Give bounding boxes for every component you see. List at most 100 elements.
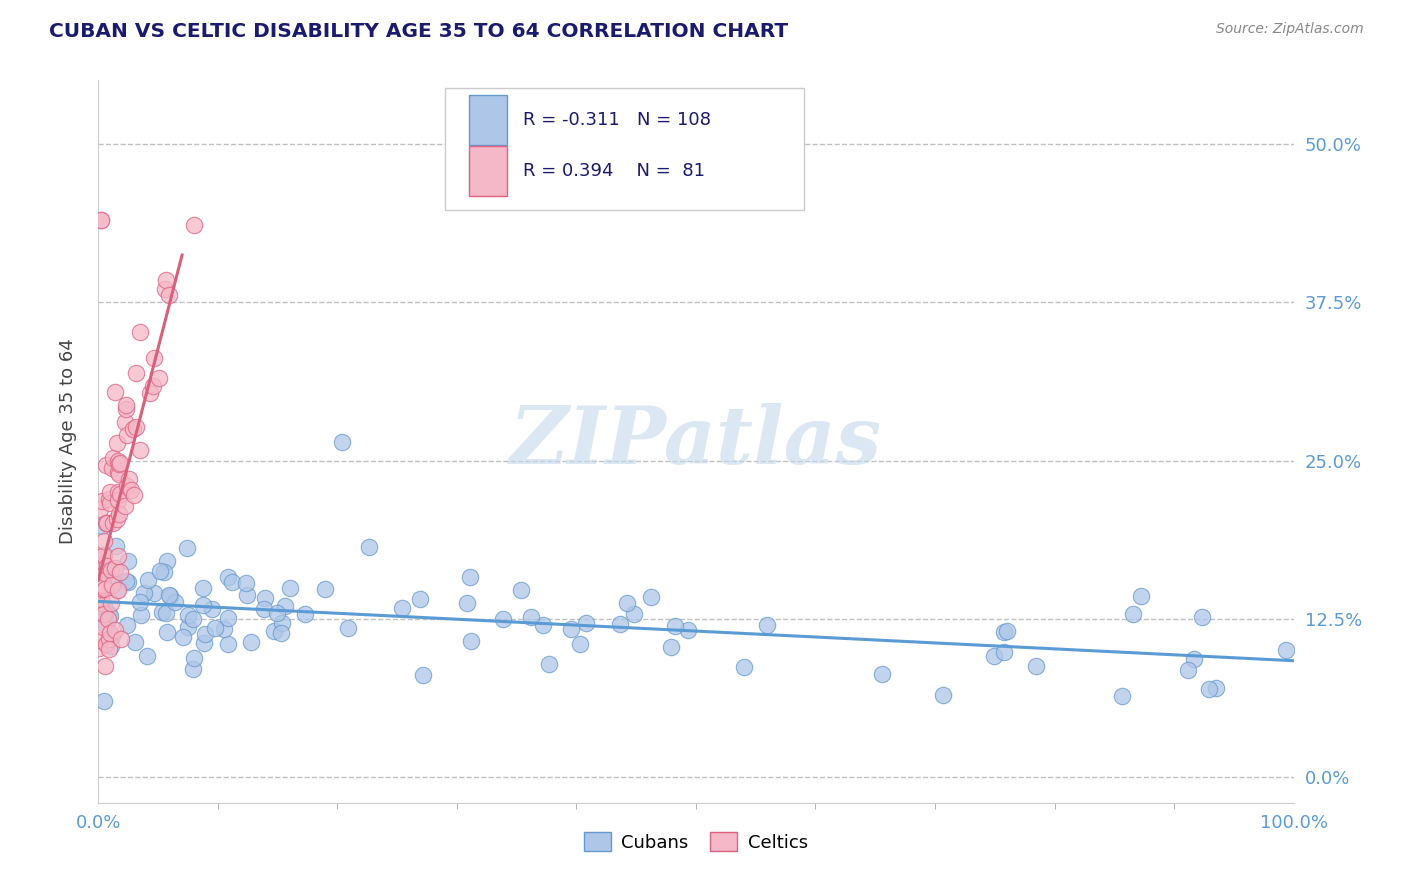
Point	[409, 592, 432, 607]
Point	[235, 576, 257, 591]
Point	[93, 549, 115, 563]
Point	[93, 599, 115, 613]
Point	[236, 589, 259, 603]
Point	[114, 401, 136, 416]
Point	[136, 573, 159, 587]
Point	[870, 666, 893, 681]
Point	[94, 458, 117, 472]
Point	[101, 630, 124, 644]
Point	[93, 533, 115, 548]
Point	[278, 582, 301, 596]
Point	[270, 615, 292, 630]
Point	[661, 640, 683, 654]
Point	[90, 580, 112, 594]
Text: R = 0.394    N =  81: R = 0.394 N = 81	[523, 162, 704, 180]
Point	[575, 615, 598, 630]
Point	[191, 598, 214, 612]
FancyBboxPatch shape	[470, 95, 508, 145]
Point	[90, 582, 112, 597]
Point	[1205, 681, 1227, 695]
Point	[458, 570, 481, 584]
Point	[172, 630, 194, 644]
Point	[756, 618, 779, 632]
Point	[156, 554, 179, 568]
Point	[623, 607, 645, 621]
Text: CUBAN VS CELTIC DISABILITY AGE 35 TO 64 CORRELATION CHART: CUBAN VS CELTIC DISABILITY AGE 35 TO 64 …	[49, 22, 789, 41]
Point	[100, 484, 122, 499]
Point	[1191, 610, 1213, 624]
Point	[253, 601, 276, 615]
Point	[156, 625, 179, 640]
Point	[117, 618, 139, 632]
Point	[101, 574, 124, 589]
Point	[266, 606, 288, 620]
Point	[91, 620, 114, 634]
Point	[100, 563, 122, 577]
Point	[91, 582, 114, 596]
Point	[1198, 681, 1220, 696]
Point	[155, 282, 177, 296]
Point	[94, 566, 117, 581]
Point	[640, 590, 662, 604]
Point	[135, 648, 157, 663]
Point	[263, 624, 285, 638]
Point	[110, 632, 132, 646]
Point	[157, 588, 180, 602]
Point	[98, 496, 121, 510]
Point	[270, 625, 292, 640]
Point	[104, 624, 127, 638]
Point	[314, 582, 336, 597]
Point	[359, 541, 381, 555]
Point	[90, 519, 112, 533]
Point	[201, 602, 224, 616]
Point	[115, 427, 138, 442]
Point	[107, 454, 129, 468]
Point	[117, 574, 139, 589]
Point	[105, 436, 128, 450]
Point	[676, 623, 699, 637]
Point	[108, 486, 131, 500]
Point	[100, 608, 122, 623]
Point	[157, 288, 180, 302]
Point	[90, 592, 112, 607]
Point	[492, 612, 515, 626]
Point	[129, 608, 152, 623]
Point	[128, 595, 150, 609]
Point	[995, 624, 1018, 638]
Point	[96, 612, 118, 626]
Point	[138, 386, 160, 401]
FancyBboxPatch shape	[446, 87, 804, 211]
Point	[100, 639, 122, 653]
Point	[1025, 659, 1047, 673]
Point	[108, 508, 131, 522]
Point	[1111, 689, 1133, 703]
Point	[90, 599, 112, 614]
Point	[107, 583, 129, 598]
Point	[155, 273, 177, 287]
Point	[96, 559, 118, 574]
Text: R = -0.311   N = 108: R = -0.311 N = 108	[523, 111, 710, 129]
Point	[193, 636, 215, 650]
Point	[105, 583, 128, 598]
Point	[87, 641, 110, 656]
Point	[98, 607, 121, 621]
Point	[97, 632, 120, 646]
Point	[90, 212, 112, 227]
Point	[107, 493, 129, 508]
Point	[115, 479, 138, 493]
Point	[330, 434, 353, 449]
Point	[117, 554, 139, 568]
Point	[90, 581, 112, 595]
Point	[104, 561, 127, 575]
Point	[217, 611, 239, 625]
Point	[129, 325, 152, 339]
Point	[460, 633, 482, 648]
Point	[212, 622, 235, 636]
Point	[90, 494, 112, 508]
Point	[100, 578, 122, 592]
Point	[294, 607, 316, 622]
Point	[983, 648, 1005, 663]
Point	[177, 619, 200, 633]
Point	[1130, 589, 1153, 603]
Point	[122, 488, 145, 502]
